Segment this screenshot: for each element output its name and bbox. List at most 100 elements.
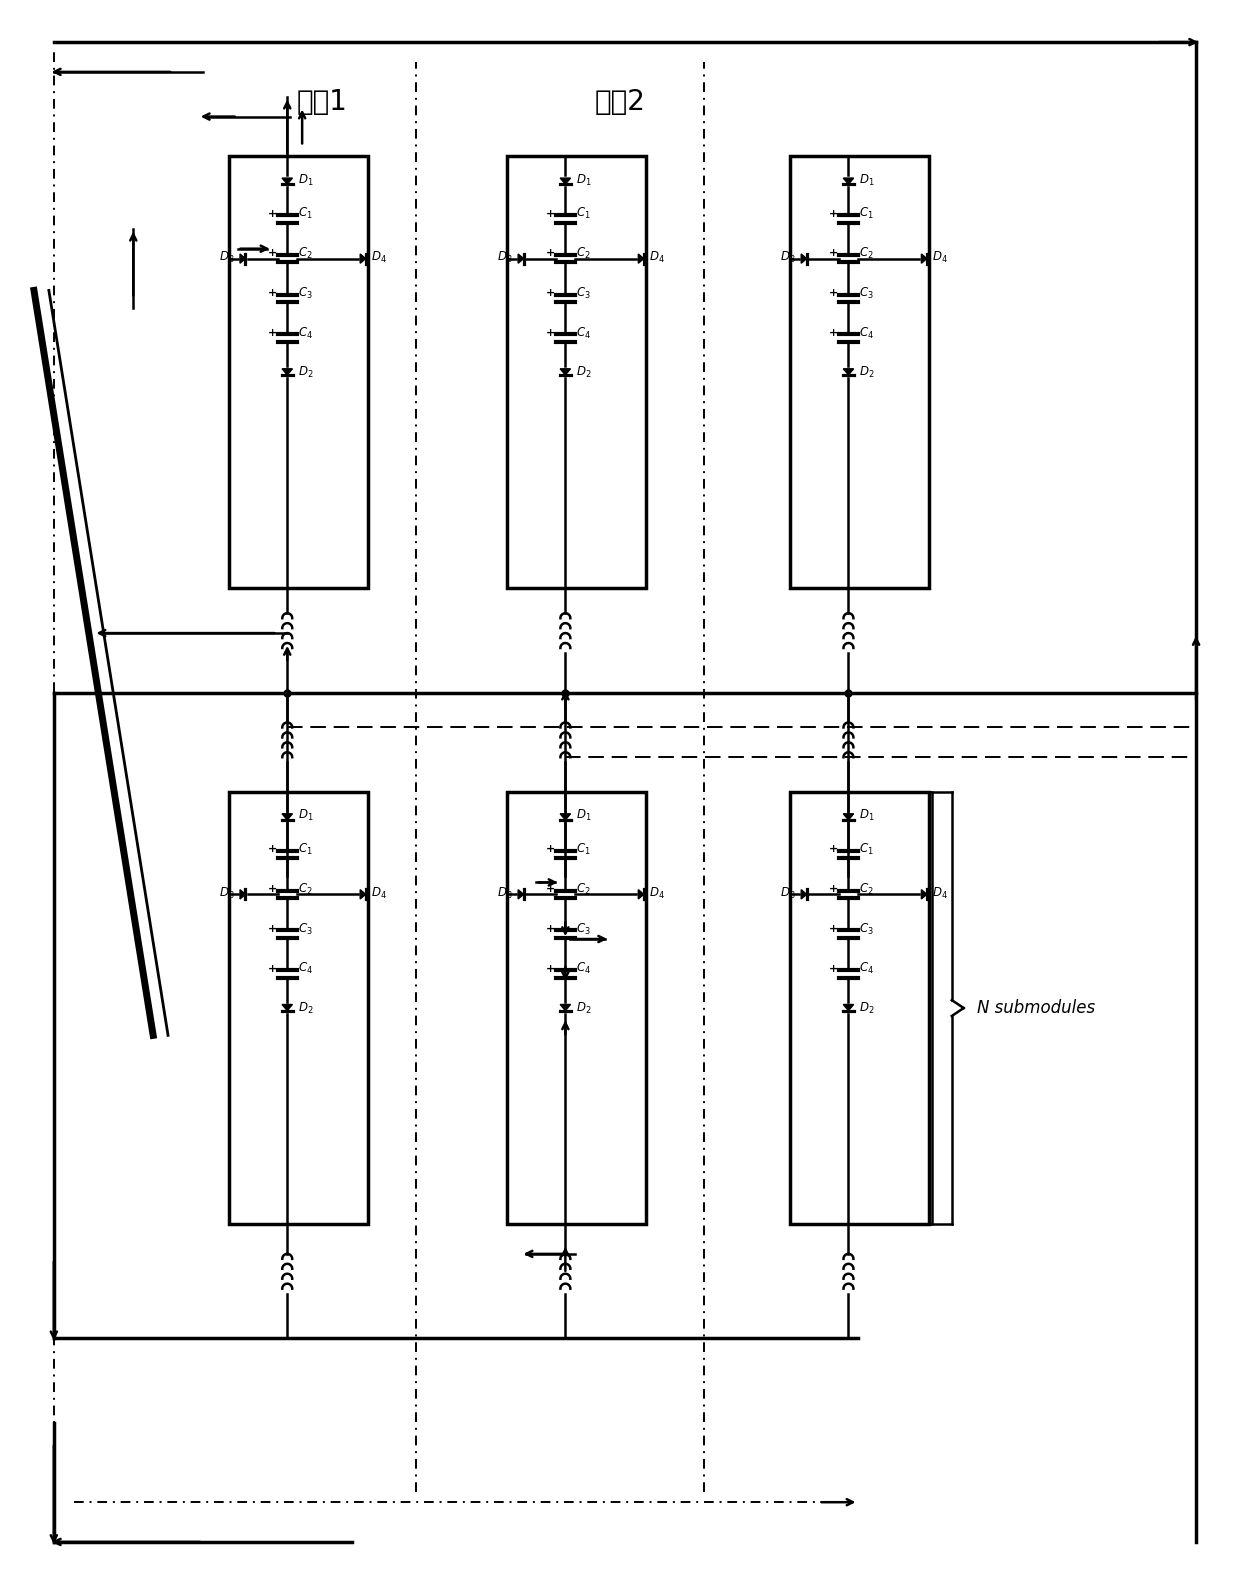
Text: $D_4$: $D_4$: [932, 886, 947, 901]
Text: $D_2$: $D_2$: [577, 365, 591, 381]
Text: $D_3$: $D_3$: [780, 886, 796, 901]
Polygon shape: [801, 254, 807, 263]
Text: +: +: [828, 924, 838, 933]
Polygon shape: [560, 368, 570, 375]
Text: +: +: [546, 249, 556, 259]
Text: $C_4$: $C_4$: [298, 325, 314, 341]
Polygon shape: [843, 1005, 853, 1011]
Text: +: +: [546, 924, 556, 933]
Text: $C_1$: $C_1$: [859, 206, 874, 222]
Text: +: +: [828, 249, 838, 259]
Text: $D_4$: $D_4$: [649, 251, 665, 265]
Text: $D_2$: $D_2$: [859, 1001, 875, 1016]
Text: $C_4$: $C_4$: [298, 962, 314, 976]
Text: +: +: [828, 329, 838, 338]
Text: $C_2$: $C_2$: [298, 246, 312, 262]
Text: $D_3$: $D_3$: [497, 886, 512, 901]
Text: $D_3$: $D_3$: [780, 251, 796, 265]
Text: $C_4$: $C_4$: [859, 962, 874, 976]
Polygon shape: [360, 254, 366, 263]
Bar: [790, 792, 929, 1224]
Text: $C_1$: $C_1$: [298, 843, 312, 857]
Polygon shape: [560, 1005, 570, 1011]
Text: +: +: [268, 844, 277, 854]
Text: +: +: [546, 963, 556, 973]
Polygon shape: [843, 178, 853, 184]
Text: $D_1$: $D_1$: [298, 173, 314, 187]
Polygon shape: [843, 368, 853, 375]
Text: +: +: [546, 289, 556, 298]
Text: $D_2$: $D_2$: [859, 365, 875, 381]
Polygon shape: [360, 890, 366, 898]
Polygon shape: [241, 890, 246, 898]
Text: $C_4$: $C_4$: [577, 962, 591, 976]
Text: +: +: [268, 924, 277, 933]
Text: $C_2$: $C_2$: [577, 246, 591, 262]
Text: $D_3$: $D_3$: [219, 886, 234, 901]
Polygon shape: [560, 814, 570, 820]
Text: $D_4$: $D_4$: [371, 886, 387, 901]
Text: 路径1: 路径1: [296, 87, 347, 116]
Text: $D_1$: $D_1$: [577, 808, 591, 824]
Polygon shape: [921, 890, 926, 898]
Text: $D_1$: $D_1$: [577, 173, 591, 187]
Text: $C_1$: $C_1$: [577, 206, 591, 222]
Text: $D_1$: $D_1$: [859, 173, 875, 187]
Polygon shape: [241, 254, 246, 263]
Polygon shape: [518, 890, 523, 898]
Text: +: +: [546, 844, 556, 854]
Polygon shape: [639, 890, 644, 898]
Polygon shape: [639, 254, 644, 263]
Text: $C_3$: $C_3$: [298, 286, 312, 302]
Text: +: +: [828, 884, 838, 893]
Text: $C_2$: $C_2$: [859, 882, 874, 897]
Polygon shape: [518, 254, 523, 263]
Text: $C_1$: $C_1$: [577, 843, 591, 857]
Bar: [507, 156, 646, 589]
Polygon shape: [921, 254, 926, 263]
Text: +: +: [268, 884, 277, 893]
Text: $C_4$: $C_4$: [859, 325, 874, 341]
Polygon shape: [560, 178, 570, 184]
Text: $C_3$: $C_3$: [577, 922, 591, 936]
Polygon shape: [801, 890, 807, 898]
Text: $D_1$: $D_1$: [298, 808, 314, 824]
Text: +: +: [546, 209, 556, 219]
Text: N submodules: N submodules: [977, 1000, 1095, 1017]
Polygon shape: [281, 178, 293, 184]
Text: $C_2$: $C_2$: [298, 882, 312, 897]
Text: +: +: [268, 289, 277, 298]
Text: $C_3$: $C_3$: [859, 286, 874, 302]
Bar: [229, 156, 368, 589]
Bar: [790, 156, 929, 589]
Text: +: +: [828, 289, 838, 298]
Bar: [229, 792, 368, 1224]
Text: $D_2$: $D_2$: [298, 1001, 314, 1016]
Bar: [507, 792, 646, 1224]
Text: +: +: [828, 844, 838, 854]
Text: +: +: [828, 963, 838, 973]
Text: $C_1$: $C_1$: [298, 206, 312, 222]
Text: +: +: [828, 209, 838, 219]
Text: $D_3$: $D_3$: [497, 251, 512, 265]
Text: $C_1$: $C_1$: [859, 843, 874, 857]
Text: +: +: [268, 329, 277, 338]
Text: +: +: [268, 209, 277, 219]
Text: $D_4$: $D_4$: [649, 886, 665, 901]
Text: $D_1$: $D_1$: [859, 808, 875, 824]
Text: $C_3$: $C_3$: [298, 922, 312, 936]
Text: +: +: [546, 329, 556, 338]
Polygon shape: [843, 814, 853, 820]
Text: $D_4$: $D_4$: [932, 251, 947, 265]
Text: +: +: [546, 884, 556, 893]
Text: $C_2$: $C_2$: [859, 246, 874, 262]
Text: $C_3$: $C_3$: [859, 922, 874, 936]
Text: $D_3$: $D_3$: [219, 251, 234, 265]
Text: +: +: [268, 249, 277, 259]
Text: $C_3$: $C_3$: [577, 286, 591, 302]
Text: 路径2: 路径2: [594, 87, 646, 116]
Text: $D_4$: $D_4$: [371, 251, 387, 265]
Polygon shape: [281, 1005, 293, 1011]
Polygon shape: [281, 368, 293, 375]
Polygon shape: [281, 814, 293, 820]
